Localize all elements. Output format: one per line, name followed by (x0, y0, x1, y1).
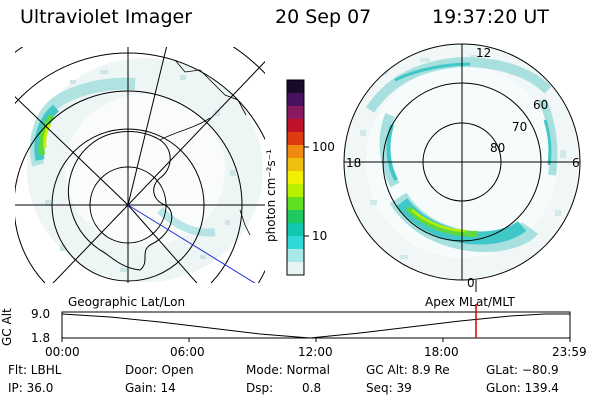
instrument-title: Ultraviolet Imager (20, 6, 193, 28)
alt-xtick-1800: 18:00 (424, 345, 459, 359)
mode-info: Mode: Normal (246, 363, 330, 377)
mlat-label-60: 60 (533, 98, 549, 112)
color-bar-segment (287, 184, 304, 198)
alt-xtick-2359: 23:59 (552, 345, 587, 359)
seq-info: Seq: 39 (366, 381, 412, 395)
dsp-value: 0.8 (302, 381, 322, 395)
color-bar-segment (287, 210, 304, 224)
geographic-map (15, 47, 265, 283)
date-label: 20 Sep 07 (275, 6, 372, 28)
color-bar-frame (286, 79, 305, 276)
glat-info: GLat: −80.9 (486, 363, 559, 377)
filter-info: Flt: LBHL (8, 363, 62, 377)
mlt-label-18: 18 (346, 156, 362, 170)
gain-info: Gain: 14 (125, 381, 176, 395)
color-bar-segment (287, 262, 304, 276)
colorbar-unit-label: photon cm⁻²s⁻¹ (264, 149, 278, 242)
terminator-line (127, 204, 256, 283)
ip-info: IP: 36.0 (8, 381, 54, 395)
color-bar-segment (287, 132, 304, 146)
left-map-caption: Geographic Lat/Lon (68, 295, 186, 309)
mlat-label-80: 80 (490, 141, 506, 155)
alt-ylabel: GC Alt (0, 308, 14, 346)
color-bar-segment (287, 197, 304, 211)
color-bar-segment (287, 171, 304, 185)
door-info: Door: Open (125, 363, 194, 377)
mlt-label-12: 12 (476, 46, 492, 60)
time-label: 19:37:20 UT (432, 6, 549, 28)
right-map-caption: Apex MLat/MLT (425, 295, 515, 309)
alt-ytick-high: 9.0 (31, 307, 51, 321)
alt-xtick-0600: 06:00 (170, 345, 205, 359)
colorbar-tick-100: 100 (312, 140, 335, 154)
alt-xtick-0000: 00:00 (45, 345, 80, 359)
color-bar (287, 80, 304, 276)
mlat-label-70: 70 (512, 120, 528, 134)
alt-ytick-low: 1.8 (31, 331, 51, 345)
color-bar-segment (287, 106, 304, 120)
gc-alt-info: GC Alt: 8.9 Re (366, 363, 450, 377)
altitude-plot (61, 304, 571, 342)
colorbar-tick-10: 10 (312, 229, 328, 243)
color-bar-segment (287, 249, 304, 263)
color-bar-segment (287, 236, 304, 250)
glon-info: GLon: 139.4 (486, 381, 559, 395)
color-bar-segment (287, 158, 304, 172)
mlt-label-6: 6 (572, 156, 580, 170)
mlt-label-0: 0 (467, 276, 475, 290)
dsp-label: Dsp: (246, 381, 274, 395)
color-bar-segment (287, 80, 304, 94)
color-bar-segment (287, 119, 304, 133)
alt-xtick-1200: 12:00 (298, 345, 333, 359)
color-bar-segment (287, 93, 304, 107)
color-bar-segment (287, 223, 304, 237)
magnetic-polar-map (343, 43, 581, 292)
color-bar-segment (287, 145, 304, 159)
altitude-curve (61, 313, 570, 339)
